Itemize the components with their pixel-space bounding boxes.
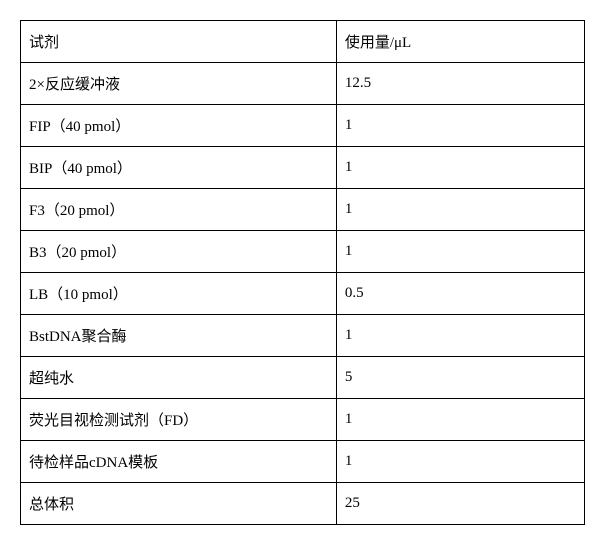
table-row: BIP（40 pmol） 1 (21, 147, 585, 189)
table-row: BstDNA聚合酶 1 (21, 315, 585, 357)
cell-reagent: BstDNA聚合酶 (21, 315, 337, 357)
header-amount: 使用量/μL (336, 21, 584, 63)
cell-amount: 1 (336, 231, 584, 273)
table-row: 待检样品cDNA模板 1 (21, 441, 585, 483)
table-row: FIP（40 pmol） 1 (21, 105, 585, 147)
cell-reagent: LB（10 pmol） (21, 273, 337, 315)
cell-reagent: 超纯水 (21, 357, 337, 399)
table-row: 超纯水 5 (21, 357, 585, 399)
cell-reagent: FIP（40 pmol） (21, 105, 337, 147)
cell-amount: 25 (336, 483, 584, 525)
cell-amount: 0.5 (336, 273, 584, 315)
table-row: 2×反应缓冲液 12.5 (21, 63, 585, 105)
table-header-row: 试剂 使用量/μL (21, 21, 585, 63)
table-row: B3（20 pmol） 1 (21, 231, 585, 273)
table-row: F3（20 pmol） 1 (21, 189, 585, 231)
cell-reagent: F3（20 pmol） (21, 189, 337, 231)
cell-amount: 1 (336, 189, 584, 231)
cell-amount: 1 (336, 147, 584, 189)
cell-amount: 1 (336, 399, 584, 441)
cell-reagent: 2×反应缓冲液 (21, 63, 337, 105)
cell-reagent: B3（20 pmol） (21, 231, 337, 273)
cell-reagent: 总体积 (21, 483, 337, 525)
cell-amount: 1 (336, 315, 584, 357)
cell-reagent: 待检样品cDNA模板 (21, 441, 337, 483)
cell-reagent: BIP（40 pmol） (21, 147, 337, 189)
table-row: LB（10 pmol） 0.5 (21, 273, 585, 315)
header-reagent: 试剂 (21, 21, 337, 63)
cell-amount: 1 (336, 441, 584, 483)
table-row: 荧光目视检测试剂（FD） 1 (21, 399, 585, 441)
cell-amount: 1 (336, 105, 584, 147)
reagent-table: 试剂 使用量/μL 2×反应缓冲液 12.5 FIP（40 pmol） 1 BI… (20, 20, 585, 525)
cell-amount: 5 (336, 357, 584, 399)
cell-reagent: 荧光目视检测试剂（FD） (21, 399, 337, 441)
table-row: 总体积 25 (21, 483, 585, 525)
cell-amount: 12.5 (336, 63, 584, 105)
